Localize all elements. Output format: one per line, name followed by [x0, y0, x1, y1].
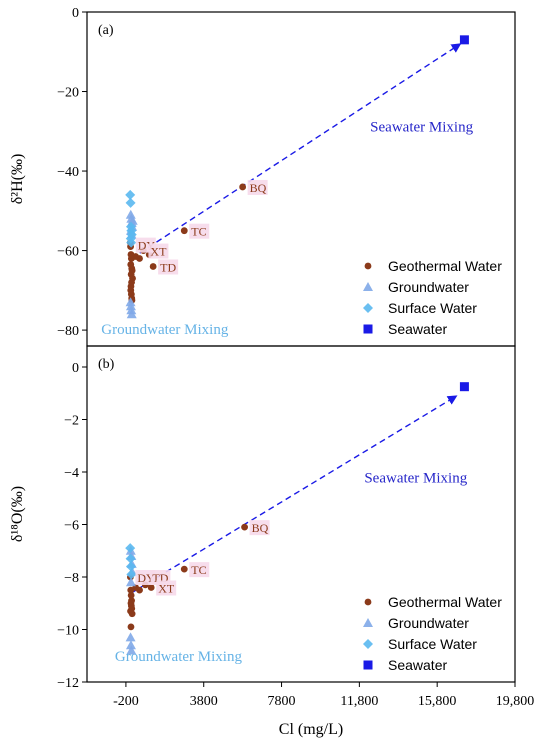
- data-point: [125, 189, 136, 200]
- data-point: [136, 586, 143, 594]
- y-axis-title: δ¹⁸O(‰): [9, 486, 26, 542]
- panel-tag: (b): [98, 357, 115, 372]
- data-point: [127, 591, 135, 599]
- data-point: [125, 301, 136, 311]
- data-point: [125, 209, 136, 219]
- x-tick-label: 19,800: [496, 694, 535, 709]
- point-label: TC: [191, 563, 206, 577]
- data-point: [125, 640, 136, 650]
- legend-entry: Groundwater: [388, 279, 469, 295]
- point-label-bg: [189, 562, 210, 578]
- data-point: [125, 561, 136, 572]
- y-tick-label: −12: [57, 676, 79, 691]
- legend-marker: [363, 303, 373, 313]
- y-tick-label: 0: [72, 361, 79, 376]
- series-seawater: [459, 35, 469, 45]
- data-point: [125, 632, 136, 642]
- plot-frame: [86, 345, 516, 683]
- legend-entry: Geothermal Water: [388, 258, 502, 274]
- data-point: [126, 237, 137, 248]
- data-point: [136, 255, 143, 262]
- data-point: [180, 227, 188, 235]
- data-point: [125, 297, 136, 307]
- y-tick-label: −8: [64, 571, 79, 586]
- legend-marker: [363, 282, 373, 291]
- data-point: [125, 577, 136, 587]
- point-label-bg: [189, 223, 210, 239]
- y-tick-label: −2: [64, 414, 79, 429]
- point-label: XT: [150, 245, 167, 259]
- point-label-bg: [156, 580, 177, 596]
- mixing-annotation: Seawater Mixing: [370, 119, 473, 135]
- data-point: [239, 183, 247, 191]
- point-label: BQ: [250, 181, 267, 195]
- y-tick-label: −10: [57, 624, 79, 639]
- point-label-bg: [249, 520, 270, 536]
- mixing-annotation: Seawater Mixing: [364, 471, 467, 487]
- point-label: BQ: [252, 521, 269, 535]
- data-point: [126, 645, 137, 655]
- point-label: TD: [160, 260, 176, 274]
- legend-marker: [364, 262, 372, 270]
- data-point: [149, 263, 157, 270]
- x-tick-label: 15,800: [418, 694, 457, 709]
- y-tick-label: −40: [57, 165, 79, 180]
- x-axis-title: Cl (mg/L): [279, 721, 343, 738]
- legend-marker: [363, 618, 373, 627]
- series-surface-water: [125, 189, 137, 248]
- y-tick-label: −6: [64, 519, 79, 534]
- point-label: XT: [158, 582, 175, 596]
- data-point: [147, 584, 155, 591]
- data-point: [126, 305, 137, 315]
- data-point: [180, 565, 188, 573]
- y-tick-label: −60: [57, 245, 79, 260]
- y-tick-label: −20: [57, 86, 79, 101]
- legend-marker: [363, 660, 373, 670]
- data-point: [241, 523, 248, 531]
- y-tick-label: −80: [57, 324, 79, 339]
- legend-marker: [363, 639, 373, 649]
- y-tick-label: 0: [72, 6, 79, 21]
- legend-entry: Groundwater: [388, 615, 469, 631]
- legend-entry: Surface Water: [388, 300, 477, 316]
- point-label-bg: [148, 243, 169, 259]
- data-point: [126, 309, 137, 319]
- point-label-bg: [158, 259, 179, 275]
- legend-entry: Surface Water: [388, 636, 477, 652]
- data-point: [128, 610, 136, 618]
- data-point: [459, 35, 469, 45]
- panel-a: 0−20−40−60−80δ²H(‰)(a)BQTCDYXTTDSeawater…: [9, 6, 516, 347]
- legend-marker: [363, 324, 373, 334]
- plot-frame: [86, 11, 516, 347]
- y-tick-label: −4: [64, 466, 79, 481]
- x-tick-label: 3800: [190, 694, 218, 709]
- data-point: [126, 569, 137, 580]
- data-point: [127, 623, 135, 631]
- legend-entry: Seawater: [388, 657, 447, 673]
- series-surface-water: [125, 543, 137, 580]
- point-label-bg: [247, 179, 268, 195]
- legend-entry: Seawater: [388, 321, 447, 337]
- legend-marker: [364, 598, 372, 606]
- data-point: [459, 382, 469, 392]
- legend-entry: Geothermal Water: [388, 594, 502, 610]
- series-seawater: [459, 382, 469, 392]
- data-point: [125, 553, 136, 564]
- x-tick-label: -200: [113, 694, 139, 709]
- data-point: [125, 197, 136, 208]
- x-tick-label: 11,800: [340, 694, 378, 709]
- x-tick-label: 7800: [268, 694, 296, 709]
- seawater-mixing-line: [131, 395, 458, 594]
- mixing-annotation: Groundwater Mixing: [115, 649, 243, 665]
- panel-tag: (a): [98, 23, 114, 38]
- seawater-mixing-line: [130, 43, 462, 260]
- panel-b: 0 −2 −4 −6 −8 −10 −12 -200 3800 7800 11,800 15,800 1…: [9, 345, 535, 738]
- mixing-annotation: Groundwater Mixing: [101, 322, 229, 338]
- data-point: [125, 543, 136, 554]
- y-axis-title: δ²H(‰): [9, 154, 26, 205]
- point-label: TC: [191, 225, 206, 239]
